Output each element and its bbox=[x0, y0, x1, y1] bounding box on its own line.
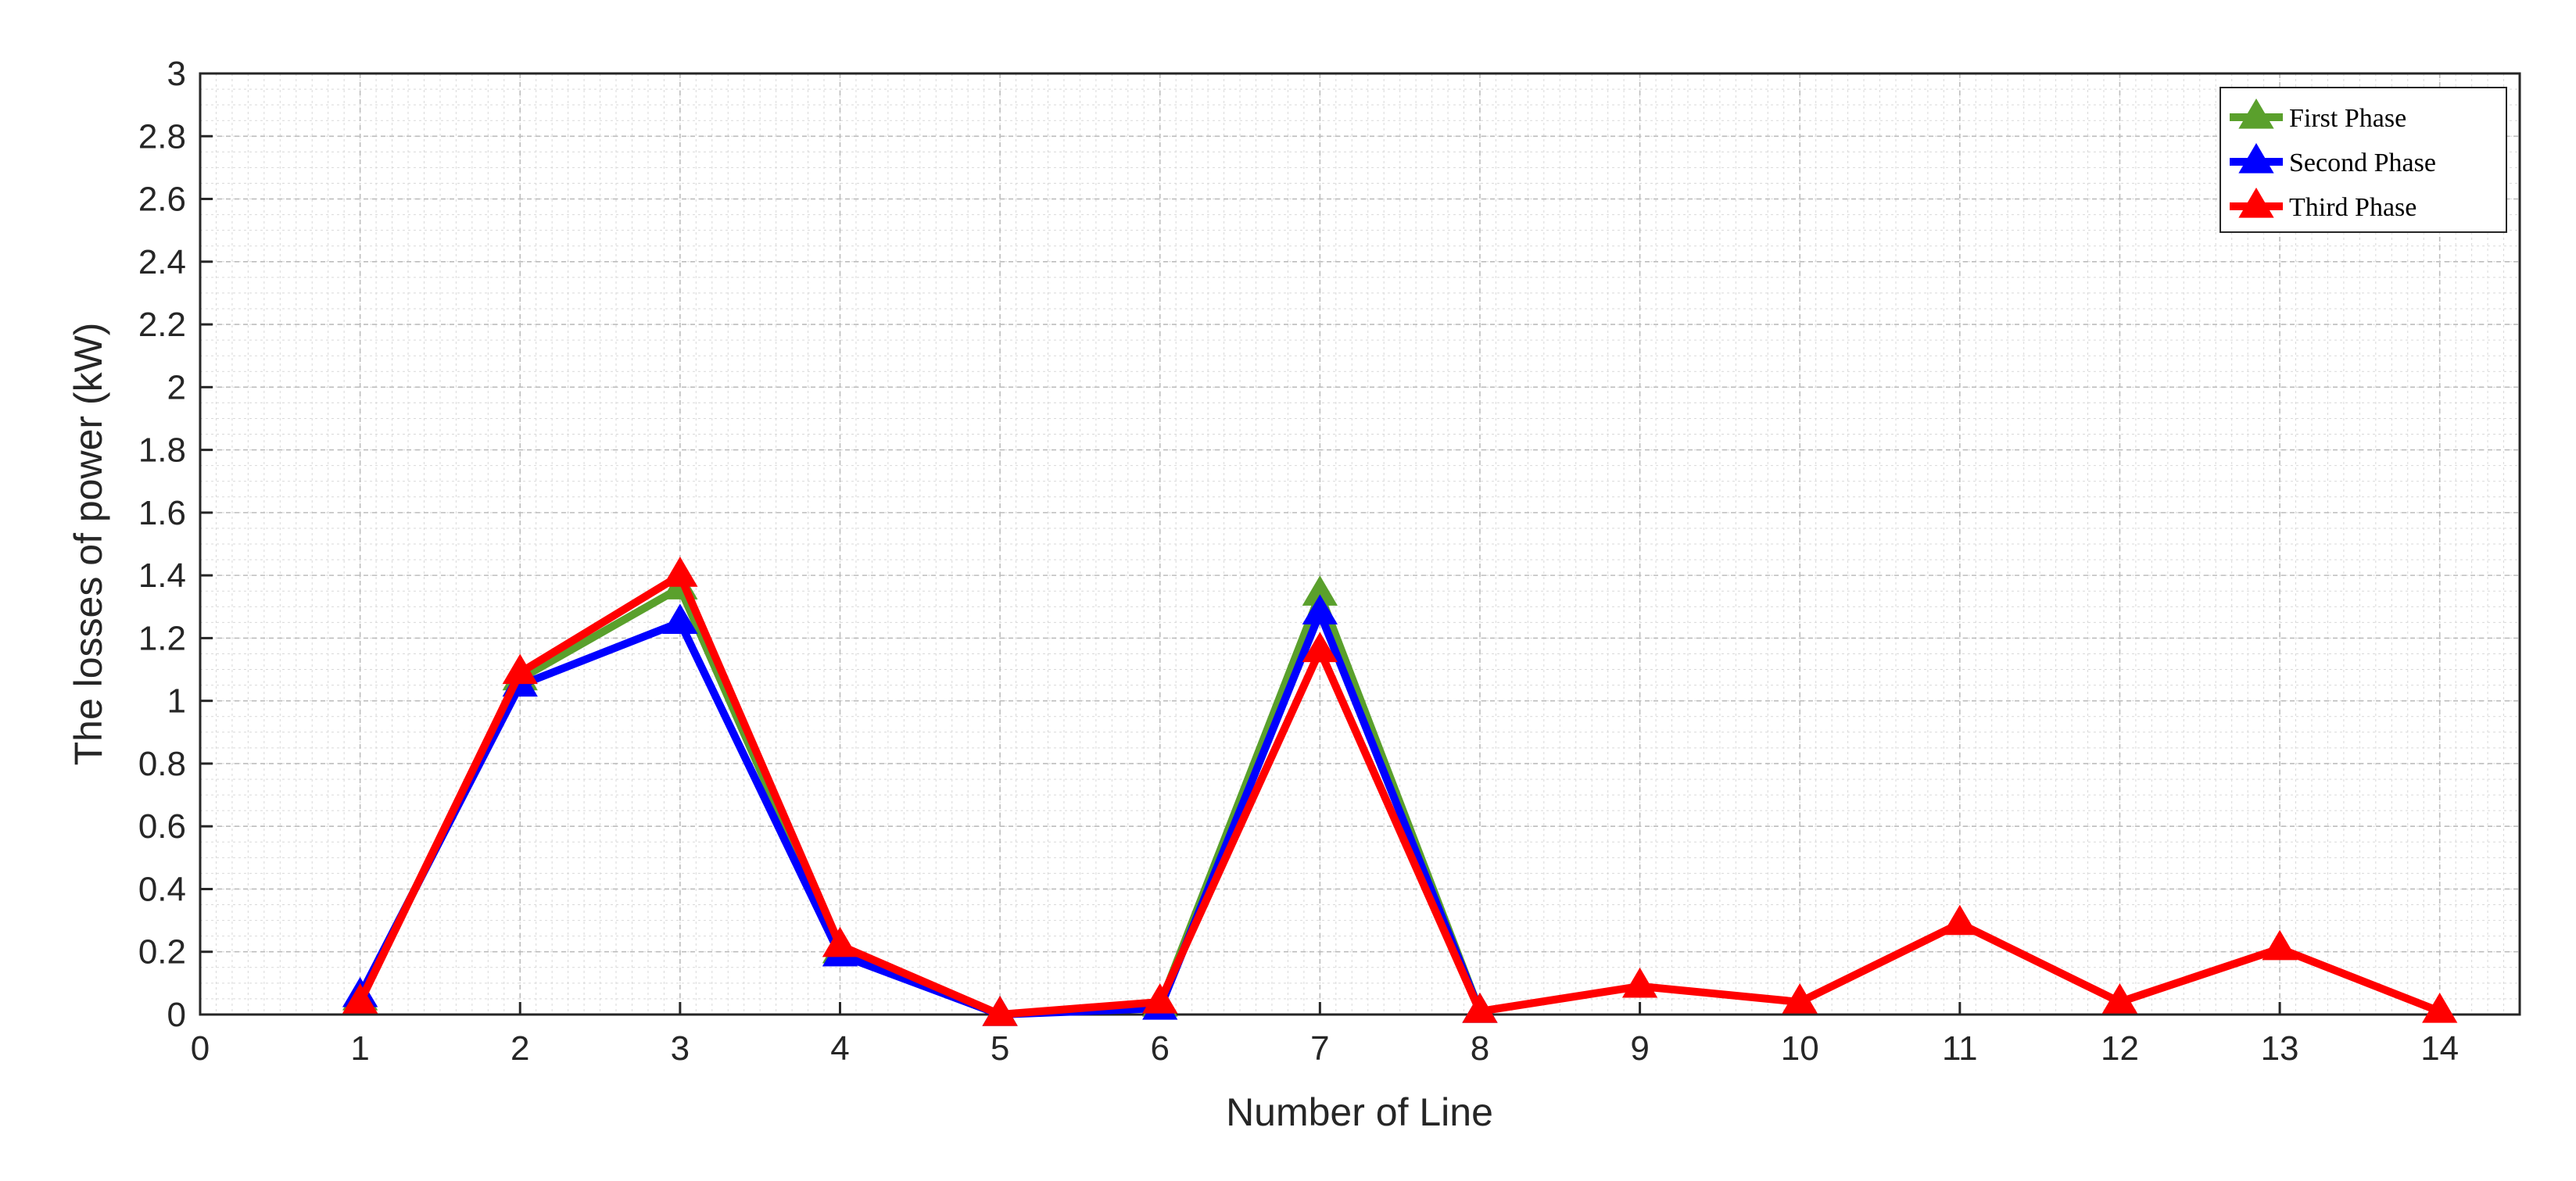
x-tick-label: 1 bbox=[350, 1029, 369, 1068]
x-tick-label: 5 bbox=[991, 1029, 1009, 1068]
series-line bbox=[356, 609, 1484, 1018]
legend-item: First Phase bbox=[2230, 98, 2406, 133]
data-point bbox=[502, 653, 538, 685]
series-layer bbox=[342, 557, 2458, 1026]
data-point bbox=[2262, 929, 2298, 961]
data-point bbox=[1621, 967, 1658, 998]
data-point bbox=[662, 557, 698, 587]
legend: First Phase Second Phase Third Phase bbox=[2220, 87, 2507, 233]
x-tick-label: 12 bbox=[2101, 1029, 2139, 1068]
data-point bbox=[1782, 982, 1818, 1014]
data-point bbox=[822, 926, 858, 957]
y-tick-label: 0.6 bbox=[138, 807, 186, 846]
data-point bbox=[982, 996, 1018, 1026]
legend-label: First Phase bbox=[2289, 104, 2406, 133]
y-tick-label: 2 bbox=[167, 368, 186, 406]
y-tick-label: 0.4 bbox=[138, 870, 186, 908]
x-tick-label: 3 bbox=[671, 1029, 690, 1068]
legend-marker bbox=[2238, 143, 2274, 174]
x-axis-title: Number of Line bbox=[1226, 1090, 1493, 1134]
y-axis-title: The losses of power (kW) bbox=[66, 323, 110, 766]
legend-label: Third Phase bbox=[2289, 193, 2417, 222]
plot-frame bbox=[199, 72, 2521, 1016]
x-tick-label: 9 bbox=[1630, 1029, 1649, 1068]
y-axis: 0 0.2 0.4 0.6 0.8 1 1.2 1.4 1.6 1.8 2 2.2 2.4 2.6 2.8 3 bbox=[138, 55, 213, 1034]
legend-item: Third Phase bbox=[2230, 188, 2417, 222]
y-tick-label: 2.2 bbox=[138, 306, 186, 344]
y-tick-label: 2.4 bbox=[138, 243, 186, 281]
x-tick-label: 14 bbox=[2420, 1029, 2459, 1068]
series-line bbox=[356, 571, 2444, 1018]
data-point bbox=[1302, 594, 1338, 624]
data-point bbox=[2422, 993, 2458, 1023]
legend-label: Second Phase bbox=[2289, 149, 2436, 177]
y-tick-label: 0.8 bbox=[138, 745, 186, 783]
data-point bbox=[342, 982, 378, 1014]
y-tick-label: 2.8 bbox=[138, 117, 186, 156]
x-axis: 0 1 2 3 4 5 6 7 8 9 10 11 12 13 14 bbox=[191, 1002, 2459, 1068]
legend-item: Second Phase bbox=[2230, 143, 2436, 177]
y-tick-label: 1.6 bbox=[138, 494, 186, 532]
legend-marker bbox=[2238, 98, 2274, 129]
y-tick-label: 2.6 bbox=[138, 181, 186, 219]
legend-marker bbox=[2238, 188, 2274, 218]
series-3 bbox=[342, 557, 2458, 1026]
x-tick-label: 6 bbox=[1150, 1029, 1169, 1068]
y-tick-label: 3 bbox=[167, 55, 186, 93]
x-tick-label: 11 bbox=[1942, 1029, 1978, 1068]
x-tick-label: 2 bbox=[511, 1029, 529, 1068]
data-point bbox=[1142, 982, 1178, 1014]
data-point bbox=[662, 603, 698, 634]
y-tick-label: 1.4 bbox=[138, 557, 186, 595]
data-point bbox=[1462, 993, 1498, 1023]
y-tick-label: 0.2 bbox=[138, 933, 186, 972]
x-tick-label: 10 bbox=[1781, 1029, 1819, 1068]
data-point bbox=[1302, 632, 1338, 663]
x-tick-label: 0 bbox=[191, 1029, 210, 1068]
data-point bbox=[2101, 982, 2138, 1014]
y-tick-label: 1.2 bbox=[138, 619, 186, 657]
y-tick-label: 1.8 bbox=[138, 431, 186, 470]
x-tick-label: 4 bbox=[830, 1029, 849, 1068]
y-tick-label: 0 bbox=[167, 996, 186, 1034]
x-tick-label: 8 bbox=[1471, 1029, 1489, 1068]
x-tick-label: 13 bbox=[2261, 1029, 2299, 1068]
data-point bbox=[1942, 904, 1978, 936]
y-tick-label: 1 bbox=[167, 682, 186, 721]
x-tick-label: 7 bbox=[1310, 1029, 1329, 1068]
